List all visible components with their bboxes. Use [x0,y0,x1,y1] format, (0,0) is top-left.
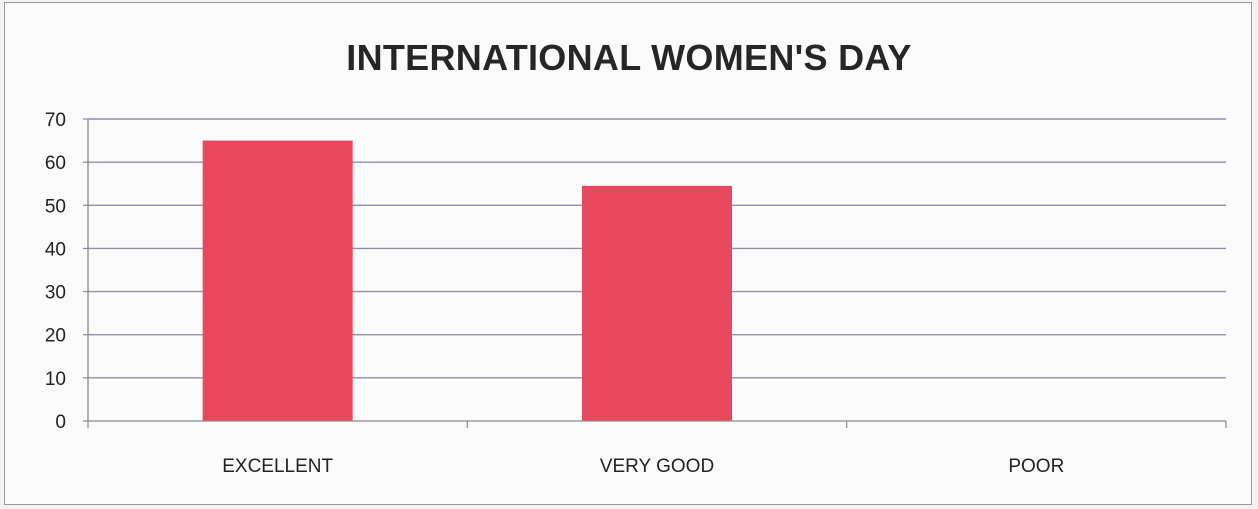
y-tick-label: 60 [45,153,66,174]
axes [83,118,1227,428]
bar-very-good [582,185,732,421]
chart-title: INTERNATIONAL WOMEN'S DAY [346,37,912,78]
bar-excellent [202,140,353,422]
y-tick-label: 0 [55,412,66,433]
y-tick-label: 40 [45,239,66,260]
y-tick-label: 20 [45,326,66,347]
y-tick-label: 50 [45,196,66,217]
y-tick-label: 30 [45,283,66,304]
bars [202,140,732,422]
x-category-label: VERY GOOD [600,456,714,477]
x-category-label: EXCELLENT [222,456,333,477]
labels: 0 10 20 30 40 50 60 70 EXCELLENT VERY GOOD POOR [45,110,1064,477]
y-tick-label: 10 [45,369,66,390]
y-tick-label: 70 [45,110,66,131]
x-category-label: POOR [1008,456,1064,477]
